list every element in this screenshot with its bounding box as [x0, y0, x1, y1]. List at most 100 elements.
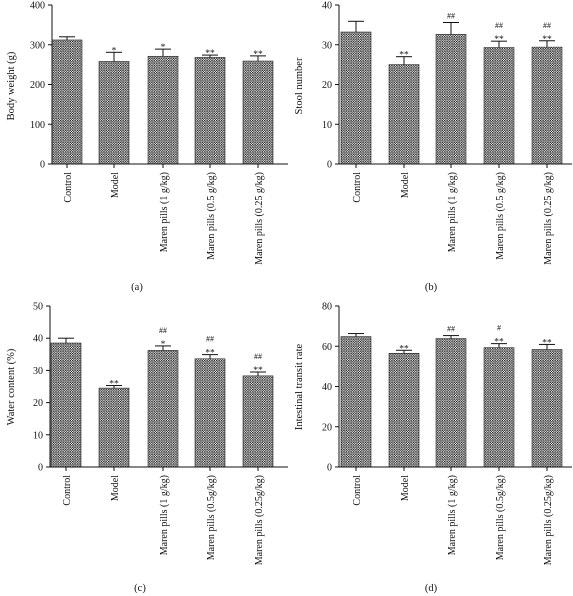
x-tick-label-d-4: Maren pills (0.25g/kg): [543, 475, 554, 565]
significance-label-c-3-1: **: [205, 349, 215, 359]
x-tick-label-c-4: Maren pills (0.25g/kg): [254, 475, 265, 565]
significance-label-a-2-0: *: [161, 43, 166, 53]
bar-b-1: [388, 64, 420, 165]
significance-label-c-2-1: *: [161, 340, 166, 350]
significance-label-b-1-0: **: [399, 51, 409, 61]
x-tick-label-b-2: Maren pills (1 g/kg): [447, 172, 458, 252]
y-tick-label-d-2: 40: [322, 382, 332, 393]
x-tick-label-c-1: Model: [110, 475, 121, 501]
y-tick-label-b-0: 0: [327, 160, 332, 171]
significance-label-d-3-1: **: [494, 338, 504, 348]
panel-label-a: (a): [131, 282, 143, 293]
y-tick-label-b-2: 20: [322, 80, 332, 91]
significance-label-c-4-0: ##: [254, 352, 262, 361]
bar-d-1: [388, 352, 420, 468]
x-tick-label-a-2: Maren pills (1 g/kg): [159, 172, 170, 252]
x-tick-label-c-0: Control: [62, 475, 73, 506]
bar-b-2: [435, 34, 467, 165]
y-tick-label-c-5: 50: [33, 302, 43, 313]
x-tick-label-b-3: Maren pills (0.5 g/kg): [495, 172, 506, 260]
significance-label-c-2-0: ##: [159, 326, 167, 335]
y-tick-label-b-3: 30: [322, 40, 332, 51]
significance-label-b-2-0: ##: [447, 11, 455, 20]
x-tick-label-b-4: Maren pills (0.25 g/kg): [543, 172, 554, 265]
significance-label-b-3-1: **: [494, 35, 504, 45]
y-tick-label-c-3: 30: [33, 366, 43, 377]
significance-label-b-4-0: ##: [543, 21, 551, 30]
y-tick-label-a-1: 100: [30, 120, 45, 131]
bar-a-1: [98, 61, 130, 165]
x-tick-label-a-1: Model: [110, 172, 121, 198]
bar-chart-b: ** ## ** ## ** ## 0 10 20 30 40 Control Model Maren p…: [322, 1, 572, 265]
y-tick-label-a-2: 200: [30, 80, 45, 91]
x-tick-label-d-2: Maren pills (1 g/kg): [447, 475, 458, 555]
bar-c-1: [98, 387, 130, 468]
significance-label-b-3-0: ##: [495, 21, 503, 30]
bar-d-0: [340, 336, 372, 468]
y-axis-title-a: Body weight (g): [6, 51, 17, 120]
y-tick-label-c-2: 20: [33, 398, 43, 409]
significance-label-c-1-0: **: [109, 380, 119, 390]
y-tick-label-b-1: 10: [322, 120, 332, 131]
y-tick-label-d-0: 0: [327, 463, 332, 474]
panel-d: ** ## ** # ** 0 20 40 60 80 Control Model Maren pill…: [294, 302, 572, 594]
significance-label-d-4-0: **: [542, 338, 552, 348]
x-tick-label-a-4: Maren pills (0.25 g/kg): [254, 172, 265, 265]
y-axis-title-b: Stool number: [294, 57, 305, 114]
y-tick-label-d-1: 20: [322, 422, 332, 433]
significance-label-d-2-0: ##: [447, 325, 455, 334]
y-tick-label-c-1: 10: [33, 430, 43, 441]
bar-d-4: [531, 349, 563, 468]
bar-c-0: [50, 342, 82, 468]
significance-label-d-3-0: #: [497, 324, 501, 333]
significance-label-b-4-1: **: [542, 35, 552, 45]
bar-chart-d: ** ## ** # ** 0 20 40 60 80 Control Model Maren pill…: [322, 302, 572, 565]
x-tick-label-b-0: Control: [352, 172, 363, 203]
panel-label-b: (b): [425, 282, 438, 293]
y-tick-label-d-4: 80: [322, 302, 332, 313]
y-axis-title-d: Intestinal transit rate: [294, 344, 305, 431]
bar-b-3: [483, 47, 515, 165]
panel-b: ** ## ** ## ** ## 0 10 20 30 40 Control Model Maren p…: [294, 1, 572, 293]
bar-a-2: [147, 55, 179, 165]
bar-a-4: [242, 60, 274, 165]
y-tick-label-c-4: 40: [33, 334, 43, 345]
significance-label-a-1-0: *: [112, 46, 117, 56]
y-tick-label-a-4: 400: [30, 1, 45, 12]
bar-c-4: [242, 375, 274, 468]
bar-d-2: [435, 338, 467, 468]
panel-label-c: (c): [134, 583, 146, 594]
x-tick-label-d-1: Model: [400, 475, 411, 501]
significance-label-a-3-0: **: [205, 49, 215, 59]
x-tick-label-c-3: Maren pills (0.5g/kg): [206, 475, 217, 560]
significance-label-c-3-0: ##: [206, 335, 214, 344]
significance-label-d-1-0: **: [399, 344, 409, 354]
x-tick-label-a-3: Maren pills (0.5 g/kg): [206, 172, 217, 260]
bar-a-3: [194, 57, 226, 165]
significance-label-a-4-0: **: [253, 50, 263, 60]
y-tick-label-b-4: 40: [322, 1, 332, 12]
panel-label-d: (d): [425, 583, 438, 594]
x-tick-label-b-1: Model: [400, 172, 411, 198]
y-axis-title-c: Water content (%): [6, 348, 17, 425]
y-tick-label-c-0: 0: [38, 463, 43, 474]
bar-c-3: [194, 358, 226, 468]
bar-d-3: [483, 347, 515, 468]
bar-b-0: [340, 31, 372, 165]
y-tick-label-a-0: 0: [40, 160, 45, 171]
x-tick-label-d-3: Maren pills (0.5g/kg): [495, 475, 506, 560]
x-tick-label-a-0: Control: [63, 172, 74, 203]
significance-label-c-4-1: **: [253, 366, 263, 376]
x-tick-label-c-2: Maren pills (1 g/kg): [159, 475, 170, 555]
y-tick-label-a-3: 300: [30, 40, 45, 51]
x-tick-label-d-0: Control: [352, 475, 363, 506]
bar-b-4: [531, 46, 563, 165]
bar-c-2: [147, 350, 179, 468]
bar-a-0: [51, 39, 83, 165]
y-tick-label-d-3: 60: [322, 342, 332, 353]
